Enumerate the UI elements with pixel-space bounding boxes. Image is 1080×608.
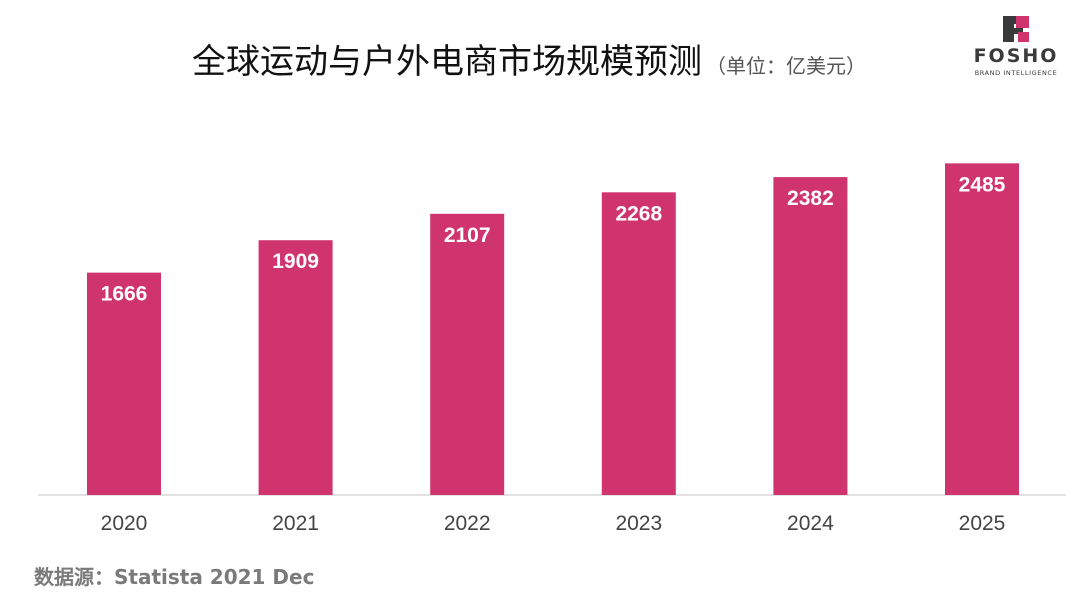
bar-2024 (773, 177, 848, 496)
unit-note: （单位：亿美元） (706, 54, 866, 78)
bar-2022 (430, 213, 505, 495)
x-tick-label-2025: 2025 (959, 512, 1006, 535)
source-note: 数据源：Statista 2021 Dec (34, 565, 315, 589)
data-label-2020: 1666 (101, 283, 148, 306)
bar-2025 (945, 163, 1019, 495)
data-label-2025: 2485 (959, 173, 1006, 196)
data-label-2023: 2268 (615, 202, 662, 225)
svg-text:FOSHO: FOSHO (974, 45, 1059, 67)
x-tick-label-2020: 2020 (101, 512, 148, 535)
data-label-2021: 1909 (272, 250, 319, 273)
data-label-2024: 2382 (787, 187, 834, 210)
x-tick-label-2023: 2023 (615, 512, 662, 535)
bar-2020 (87, 272, 161, 495)
data-label-2022: 2107 (444, 224, 491, 247)
chart-title: 全球运动与户外电商市场规模预测 （单位：亿美元） (192, 34, 866, 83)
bar-2021 (258, 240, 333, 495)
x-tick-label-2024: 2024 (787, 512, 834, 535)
x-tick-label-2021: 2021 (272, 512, 319, 535)
x-tick-label-2022: 2022 (444, 512, 491, 535)
fosho-logo: FOSHO BRAND INTELLIGENCE (974, 16, 1059, 77)
bar-2023 (601, 192, 676, 495)
svg-text:BRAND INTELLIGENCE: BRAND INTELLIGENCE (975, 69, 1058, 77)
title-text: 全球运动与户外电商市场规模预测 (192, 42, 702, 82)
